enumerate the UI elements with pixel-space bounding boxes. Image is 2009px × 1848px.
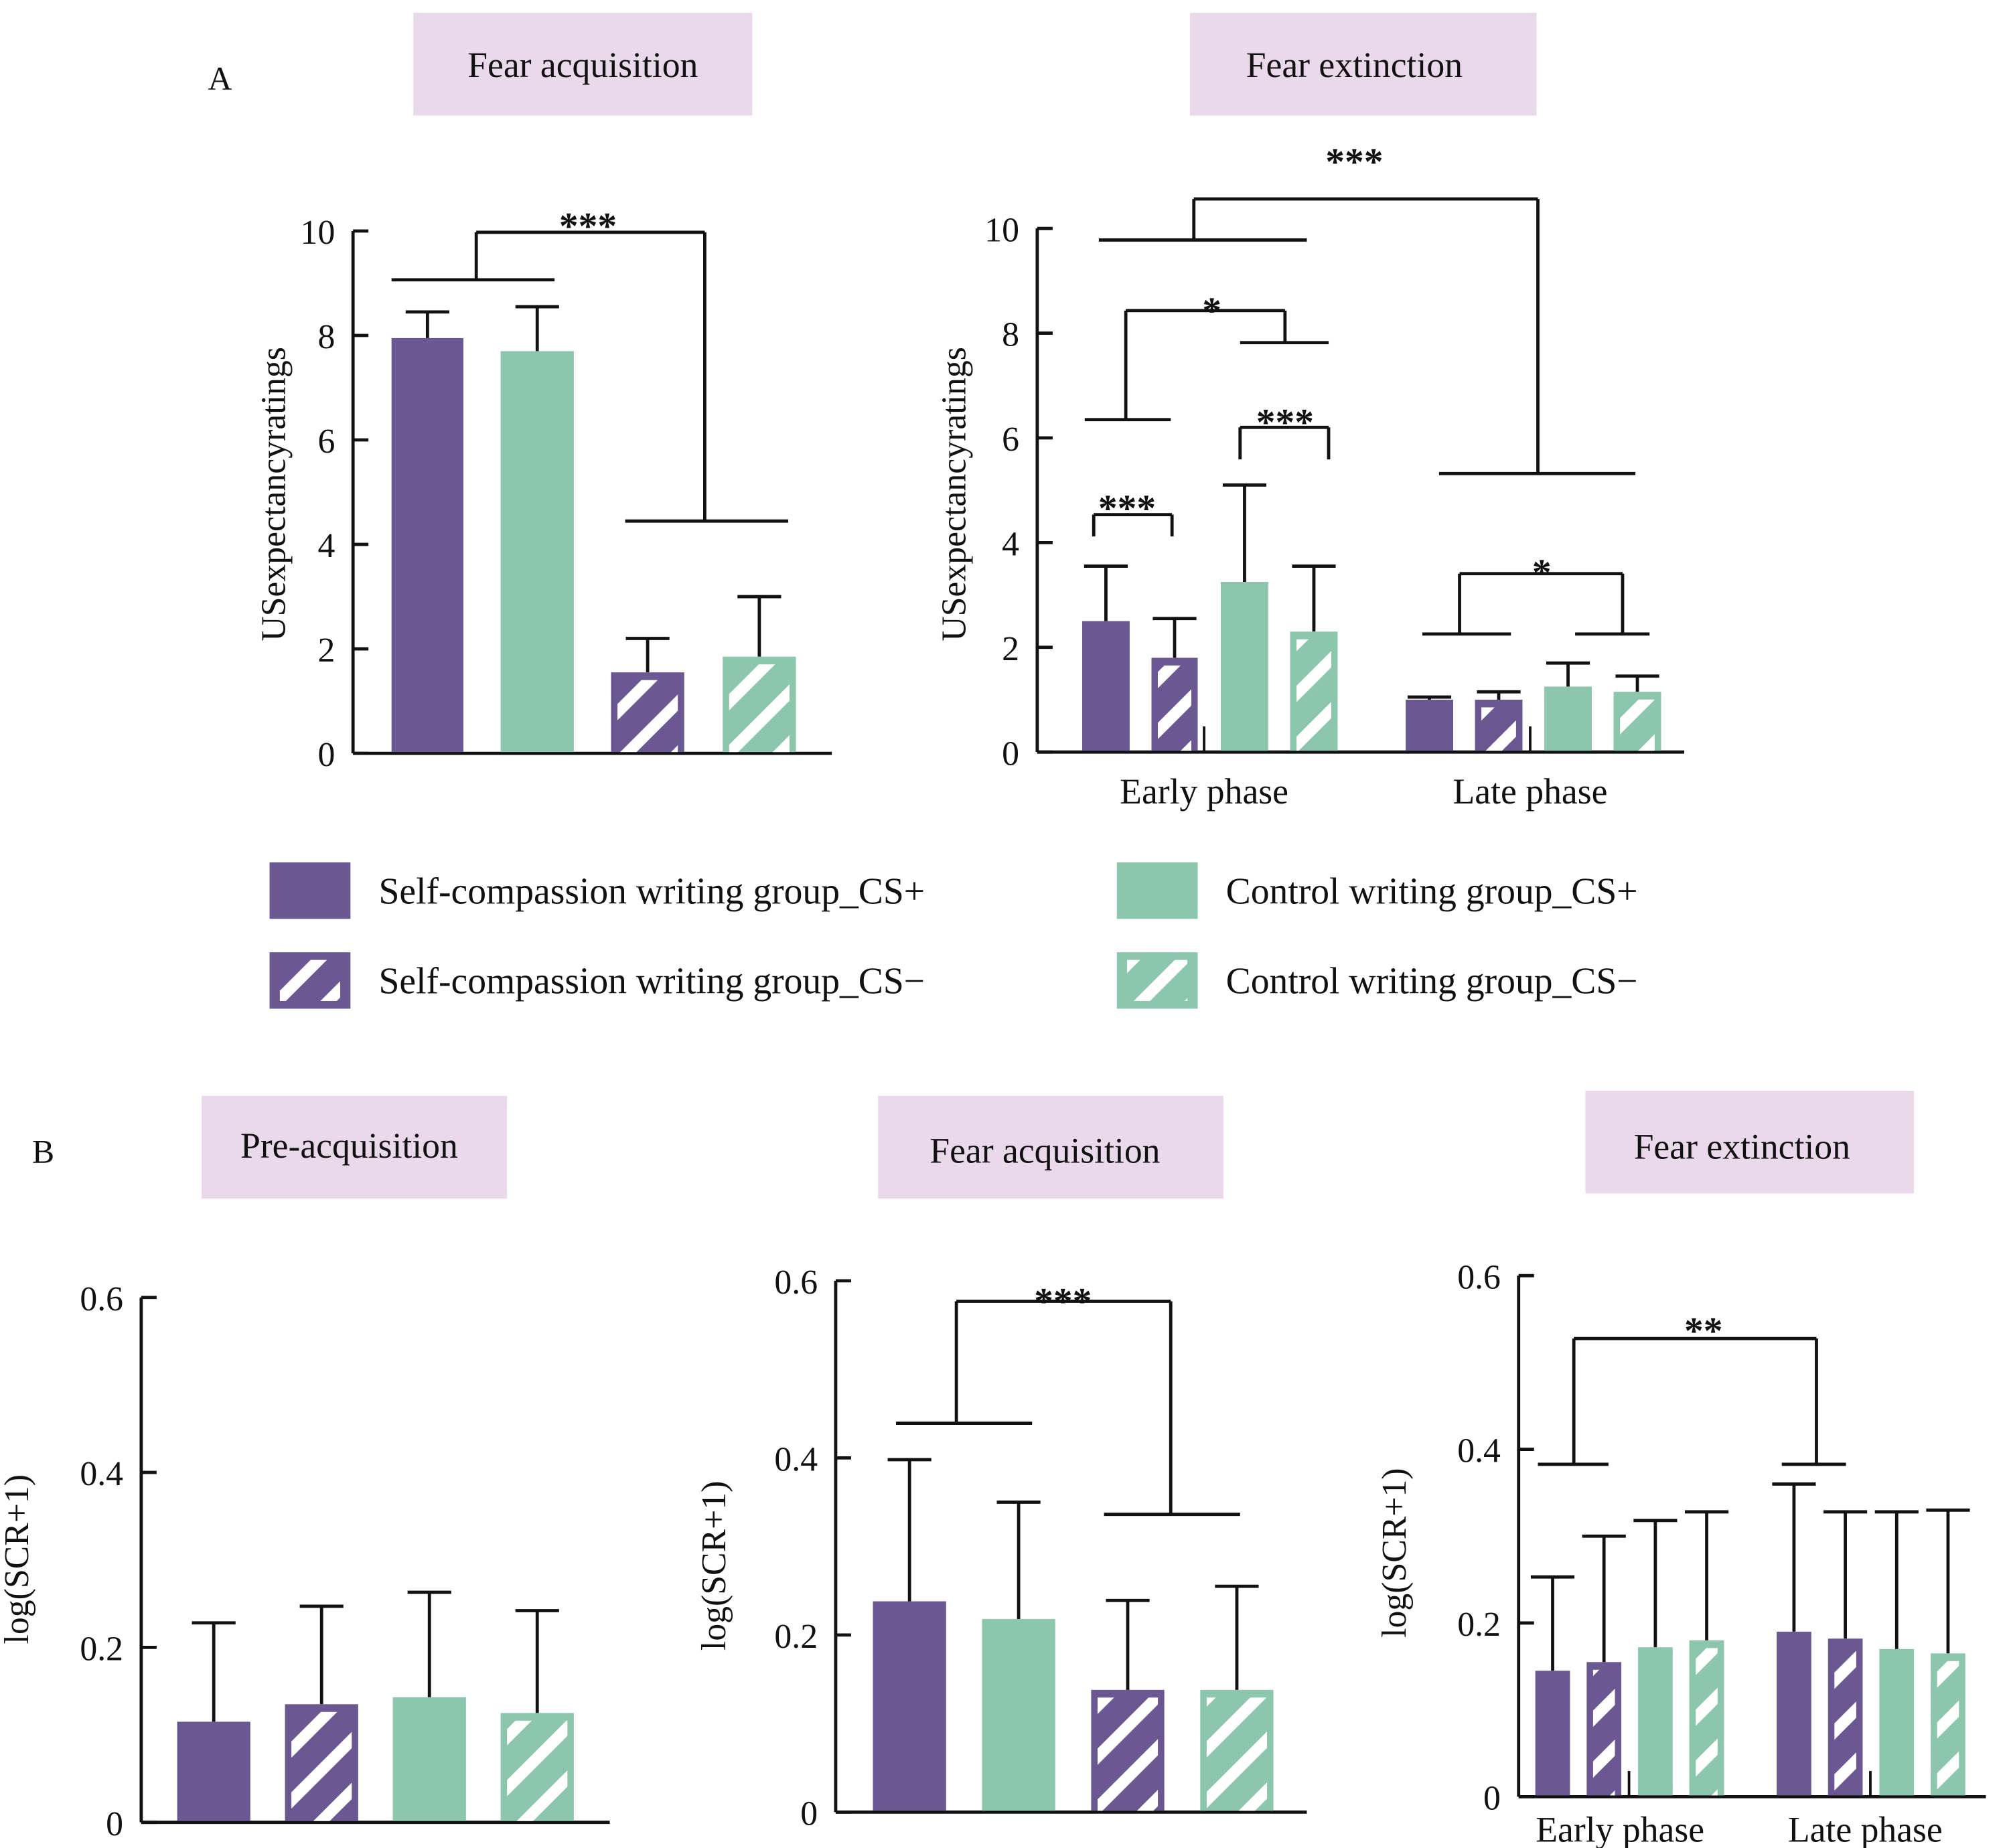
bar-hatch — [507, 1720, 568, 1821]
y-tick-label: 0.4 — [80, 1455, 123, 1493]
y-tick-label: 6 — [317, 422, 335, 461]
bar-sc_csplus — [873, 1601, 946, 1811]
y-axis-label: log(SCR+1) — [695, 1481, 733, 1650]
y-tick-label: 4 — [1002, 526, 1019, 564]
y-tick-label: 0.2 — [1457, 1606, 1501, 1644]
y-tick-label: 4 — [317, 527, 335, 565]
bar-hatch — [1592, 1669, 1615, 1796]
y-tick-label: 0 — [1483, 1780, 1501, 1818]
y-axis-label: USexpectancyratings — [936, 347, 974, 641]
chart-title: Fear acquisition — [929, 1131, 1160, 1171]
bar-hatch — [1696, 1648, 1718, 1796]
chart-title-box — [1189, 13, 1537, 116]
chart-b1: Pre-acquisition 0 0.2 0.4 0.6 log(SCR+1) — [0, 1095, 610, 1843]
bar-c_csplus — [500, 351, 574, 753]
bar-sc_csplus — [1406, 699, 1453, 751]
legend-label: Self-compassion writing group_CS− — [378, 961, 925, 1002]
bar-sc_csplus — [177, 1721, 250, 1821]
chart-title: Pre-acquisition — [240, 1126, 458, 1166]
bar-hatch — [1097, 1697, 1159, 1811]
y-tick-label: 0.6 — [1457, 1258, 1501, 1296]
bar-sc_csplus — [1777, 1631, 1811, 1796]
chart-title: Fear acquisition — [467, 45, 698, 85]
y-tick-label: 10 — [984, 211, 1019, 249]
y-axis-label: log(SCR+1) — [1375, 1468, 1414, 1637]
legend-swatch — [1116, 862, 1198, 919]
chart-title: Fear extinction — [1246, 45, 1463, 85]
y-tick-label: 0.4 — [774, 1441, 818, 1479]
x-category-label: Early phase — [1536, 1809, 1704, 1848]
chart-title-box — [413, 13, 753, 116]
x-category-label: Late phase — [1788, 1809, 1943, 1848]
chart-title-box — [878, 1095, 1223, 1199]
significance-label: * — [1202, 290, 1221, 332]
y-tick-label: 2 — [1002, 630, 1019, 668]
legend-swatch-hatch — [1127, 959, 1188, 1001]
bar-c_csplus — [1221, 582, 1268, 751]
chart-title-box — [201, 1095, 508, 1199]
chart-title: Fear extinction — [1634, 1127, 1851, 1167]
y-tick-label: 8 — [1002, 316, 1019, 354]
y-tick-label: 0.4 — [1457, 1432, 1501, 1470]
significance-label: *** — [1256, 402, 1314, 444]
bar-c_csplus — [1879, 1648, 1915, 1796]
bar-hatch — [1206, 1697, 1268, 1811]
significance-label: *** — [1098, 487, 1156, 530]
legend-label: Control writing group_CS+ — [1226, 870, 1638, 912]
chart-a2: Fear extinction 0 2 4 6 8 10 USexpectancyrating… — [936, 13, 1685, 812]
significance-label: ** — [1684, 1310, 1723, 1353]
y-tick-label: 2 — [317, 631, 335, 670]
y-axis-label: log(SCR+1) — [0, 1474, 36, 1644]
legend: Self-compassion writing group_CS+ Control… — [269, 862, 1638, 1009]
chart-a1: Fear acquisition 0 2 4 6 8 10 USexpectancyratin… — [255, 13, 832, 774]
bar-c_csplus — [982, 1619, 1055, 1811]
chart-title-box — [1585, 1091, 1915, 1194]
bar-hatch — [617, 680, 678, 753]
legend-swatch — [269, 862, 351, 919]
y-tick-label: 0 — [800, 1795, 818, 1833]
y-tick-label: 10 — [301, 214, 336, 252]
panel-label-b: B — [32, 1134, 54, 1170]
y-tick-label: 0.2 — [774, 1618, 818, 1656]
chart-b3: Fear extinction 0 0.2 0.4 0.6 log(SCR+1) Early… — [1375, 1091, 1986, 1848]
y-tick-label: 0.2 — [80, 1630, 123, 1669]
significance-label: *** — [559, 206, 617, 248]
bar-sc_csplus — [391, 337, 464, 753]
bar-hatch — [1620, 699, 1655, 751]
bar-hatch — [1481, 707, 1516, 751]
y-tick-label: 8 — [317, 318, 335, 356]
legend-label: Control writing group_CS− — [1226, 961, 1638, 1002]
significance-label: * — [1532, 552, 1552, 594]
x-category-label: Early phase — [1120, 771, 1288, 812]
significance-label: *** — [1034, 1281, 1092, 1323]
x-category-label: Late phase — [1453, 771, 1608, 812]
bar-hatch — [1937, 1661, 1959, 1796]
significance-label: *** — [1325, 141, 1383, 183]
bar-c_csplus — [1544, 686, 1592, 751]
bar-c_csplus — [1638, 1647, 1673, 1796]
legend-label: Self-compassion writing group_CS+ — [378, 870, 925, 912]
bar-sc_csplus — [1535, 1671, 1570, 1796]
bar-sc_csplus — [1082, 621, 1130, 751]
y-tick-label: 6 — [1002, 420, 1019, 459]
bar-c_csplus — [392, 1697, 466, 1821]
y-tick-label: 0 — [1002, 735, 1019, 773]
y-axis-label: USexpectancyratings — [255, 347, 293, 641]
bar-hatch — [1158, 665, 1191, 751]
y-tick-label: 0.6 — [80, 1280, 123, 1318]
bar-hatch — [291, 1711, 352, 1821]
bar-hatch — [1834, 1646, 1856, 1796]
bar-hatch — [729, 664, 790, 753]
panel-label-a: A — [208, 60, 232, 97]
bar-hatch — [1296, 639, 1331, 751]
chart-b2: Fear acquisition 0 0.2 0.4 0.6 log(SCR+1) *** — [695, 1095, 1307, 1833]
y-tick-label: 0 — [106, 1805, 123, 1843]
y-tick-label: 0 — [317, 736, 335, 774]
legend-swatch-hatch — [279, 959, 340, 1001]
y-tick-label: 0.6 — [774, 1263, 818, 1302]
